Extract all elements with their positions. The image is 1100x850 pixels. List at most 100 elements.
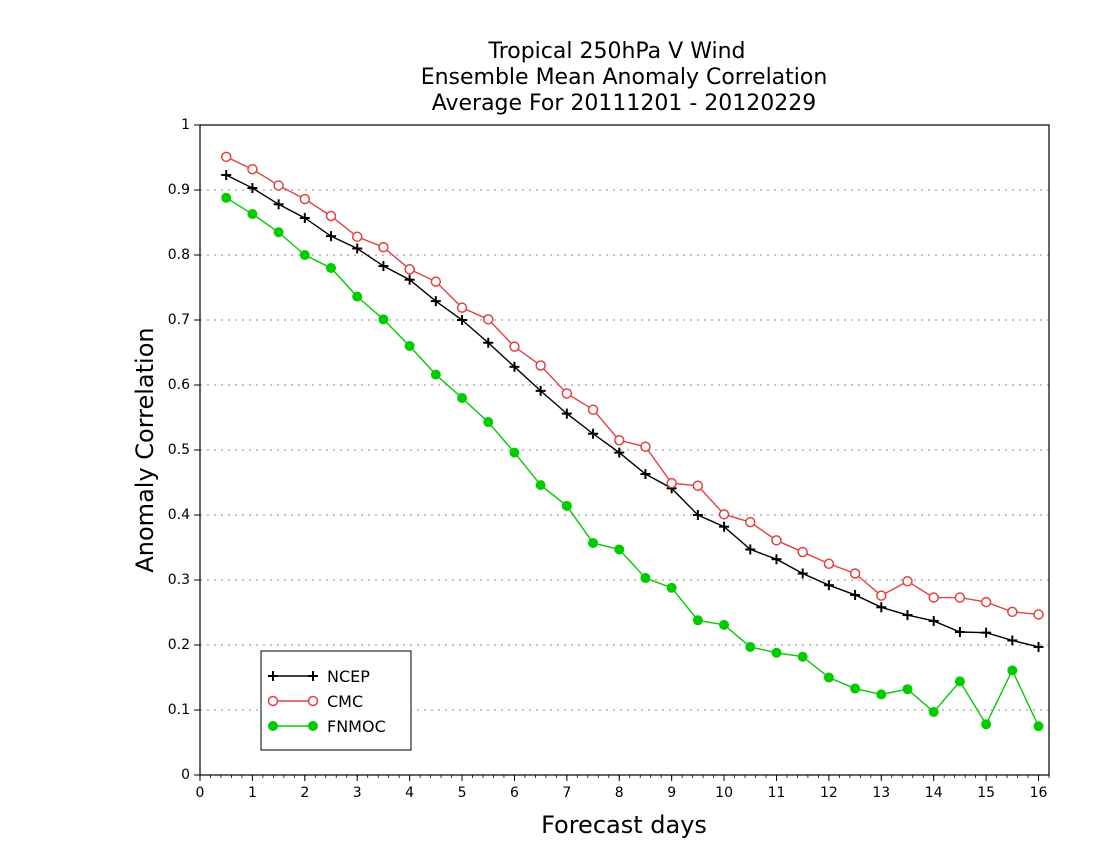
data-point-cmc [823, 558, 835, 569]
data-point-cmc [561, 388, 573, 399]
data-point-cmc [378, 241, 389, 253]
x-tick-label: 13 [872, 785, 890, 801]
data-point-ncep [797, 568, 808, 579]
y-tick-label: 1 [181, 117, 190, 133]
chart-title-line-3: Average For 20111201 - 20120229 [432, 91, 817, 116]
data-point-cmc [928, 592, 939, 603]
legend-marker-fnmoc [268, 721, 278, 731]
data-point-ncep [876, 602, 887, 613]
x-axis-label: Forecast days [541, 811, 707, 839]
x-tick-label: 8 [615, 785, 624, 801]
data-point-ncep [719, 521, 730, 532]
y-tick-label: 0.8 [168, 247, 190, 263]
y-tick-label: 0.2 [168, 637, 190, 653]
data-point-cmc [902, 576, 913, 587]
axis-ticks [194, 124, 1050, 781]
data-point-fnmoc [850, 683, 861, 694]
data-point-fnmoc [1007, 665, 1018, 676]
data-point-fnmoc [378, 314, 389, 325]
legend-marker-fnmoc [308, 721, 318, 731]
data-point-ncep [509, 361, 520, 372]
series-line-ncep [225, 174, 1039, 648]
y-tick-label: 0 [181, 767, 190, 783]
data-point-fnmoc [902, 684, 913, 695]
chart-title: Tropical 250hPa V Wind Ensemble Mean Ano… [421, 39, 828, 116]
x-tick-label: 7 [562, 785, 571, 801]
data-point-ncep [850, 589, 861, 600]
data-point-cmc [876, 590, 887, 601]
data-point-cmc [587, 404, 599, 415]
x-tick-label: 5 [458, 785, 467, 801]
data-point-cmc [509, 341, 520, 352]
data-point-ncep [954, 627, 965, 637]
data-point-cmc [482, 314, 494, 325]
data-point-fnmoc [326, 263, 337, 273]
data-point-fnmoc [352, 291, 363, 302]
y-axis-label: Anomaly Correlation [131, 327, 159, 572]
x-tick-label: 11 [768, 785, 786, 801]
series-line-fnmoc [225, 197, 1040, 727]
x-tick-label: 0 [196, 785, 205, 801]
data-point-cmc [430, 276, 442, 287]
data-point-cmc [745, 516, 756, 528]
data-point-fnmoc [771, 647, 782, 658]
series-line-cmc [225, 156, 1039, 616]
data-point-cmc [771, 535, 782, 546]
x-tick-label: 12 [820, 785, 838, 801]
x-tick-label: 9 [667, 785, 676, 801]
data-point-cmc [614, 435, 625, 446]
data-point-ncep [640, 469, 651, 480]
data-point-fnmoc [483, 417, 494, 428]
legend-marker-ncep [268, 671, 278, 681]
data-point-cmc [797, 546, 808, 558]
x-tick-label: 14 [925, 785, 943, 801]
legend-label-ncep: NCEP [327, 667, 370, 686]
legend-entry-ncep: NCEP [268, 667, 370, 686]
legend: NCEP CMC FNMOC [260, 650, 412, 751]
data-point-cmc [980, 596, 992, 608]
data-point-cmc [954, 592, 966, 603]
data-point-cmc [718, 509, 730, 520]
y-tick-label: 0.6 [168, 377, 190, 393]
data-point-cmc [640, 441, 651, 452]
data-point-ncep [404, 274, 415, 285]
data-point-ncep [378, 261, 389, 272]
data-point-ncep [1033, 641, 1044, 652]
x-tick-labels: 0 1 2 3 4 5 6 7 8 9 10 11 12 13 14 15 16 [196, 785, 1048, 801]
data-point-fnmoc [430, 369, 441, 380]
y-tick-label: 0.4 [168, 507, 190, 523]
data-point-cmc [456, 302, 468, 313]
data-point-ncep [771, 554, 782, 565]
data-point-ncep [352, 243, 363, 254]
data-point-cmc [325, 210, 337, 222]
data-point-ncep [430, 296, 441, 307]
legend-marker-ncep [308, 671, 318, 681]
data-point-fnmoc [614, 544, 625, 555]
data-point-fnmoc [692, 615, 703, 626]
data-point-ncep [588, 428, 599, 439]
series-fnmoc [221, 192, 1044, 732]
data-point-cmc [849, 568, 861, 579]
data-point-cmc [247, 163, 258, 175]
x-tick-label: 1 [248, 785, 257, 801]
data-point-cmc [666, 477, 677, 489]
data-point-fnmoc [221, 192, 232, 203]
data-point-fnmoc [981, 719, 992, 730]
x-tick-label: 6 [510, 785, 519, 801]
data-point-fnmoc [457, 393, 468, 403]
data-point-fnmoc [719, 619, 730, 630]
data-point-fnmoc [666, 582, 677, 593]
data-point-cmc [220, 151, 232, 163]
series-layer [220, 151, 1044, 732]
chart-title-line-1: Tropical 250hPa V Wind [487, 39, 745, 64]
data-point-cmc [535, 360, 546, 371]
data-point-fnmoc [954, 676, 965, 687]
data-point-fnmoc [509, 447, 520, 458]
data-point-ncep [273, 199, 284, 210]
y-tick-labels: 0 0.1 0.2 0.3 0.4 0.5 0.6 0.7 0.8 0.9 1 [168, 117, 190, 783]
y-tick-label: 0.1 [168, 702, 190, 718]
data-point-ncep [745, 544, 756, 555]
data-point-ncep [483, 337, 494, 348]
x-tick-label: 3 [353, 785, 362, 801]
x-tick-label: 2 [300, 785, 309, 801]
